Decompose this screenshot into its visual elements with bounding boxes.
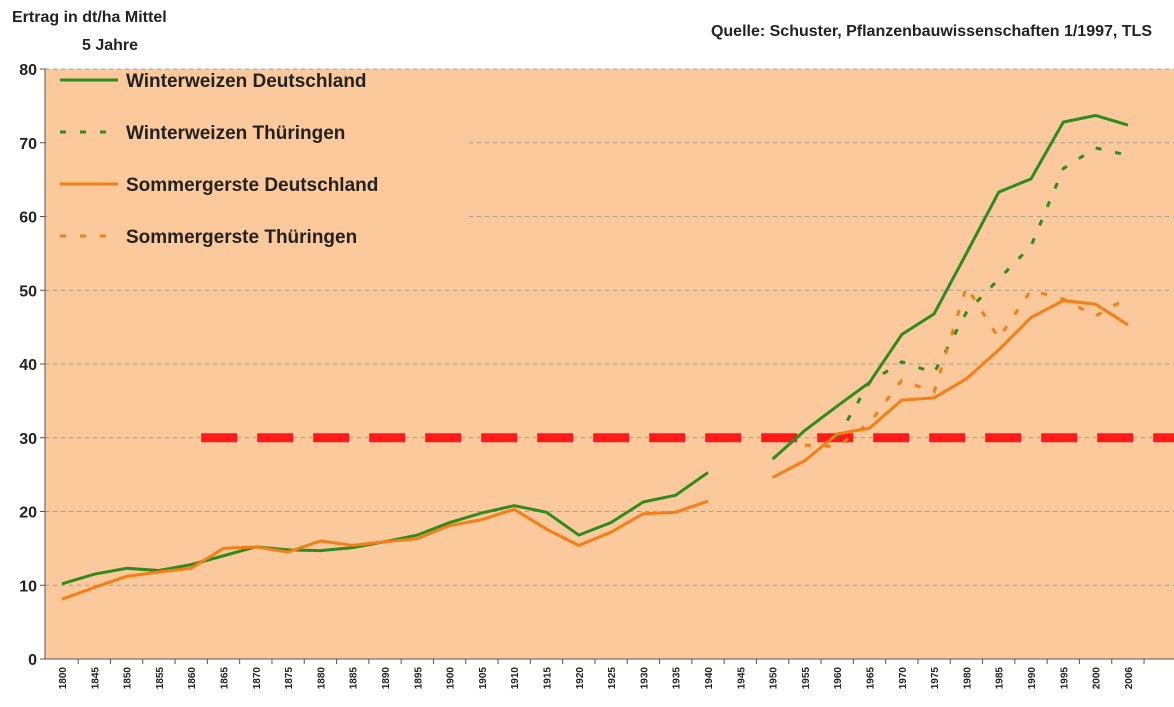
x-tick-label: 1960 <box>833 667 844 690</box>
x-tick-label: 1975 <box>930 667 941 690</box>
x-tick-label: 1880 <box>316 667 327 690</box>
x-tick-label: 1855 <box>155 667 166 690</box>
y-axis-label: Ertrag in dt/ha Mittel <box>12 9 167 26</box>
x-tick-label: 1915 <box>543 667 554 690</box>
y-tick-label: 70 <box>19 136 37 153</box>
y-tick-label: 50 <box>19 283 37 300</box>
x-tick-label: 1980 <box>962 667 973 690</box>
x-tick-label: 1890 <box>381 667 392 690</box>
series-line <box>61 299 1129 601</box>
x-tick-label: 1965 <box>866 667 877 690</box>
y-tick-label: 80 <box>19 62 37 79</box>
x-tick-label: 1900 <box>446 667 457 690</box>
x-tick-label: 1850 <box>123 667 134 690</box>
x-tick-label: 1950 <box>769 667 780 690</box>
y-tick-label: 10 <box>19 578 37 595</box>
legend-label: Sommergerste Deutschland <box>126 175 378 196</box>
x-tick-label: 1955 <box>801 667 812 690</box>
x-tick-label: 1845 <box>90 667 101 690</box>
legend-background <box>47 70 467 258</box>
x-tick-label: 1865 <box>220 667 231 690</box>
x-tick-label: 1995 <box>1059 667 1070 690</box>
x-tick-label: 1875 <box>284 667 295 690</box>
x-tick-label: 1895 <box>413 667 424 690</box>
x-tick-label: 1920 <box>575 667 586 690</box>
x-tick-label: 2000 <box>1092 667 1103 690</box>
x-tick-label: 1800 <box>58 667 69 690</box>
x-tick-label: 1925 <box>607 667 618 690</box>
legend-label: Sommergerste Thüringen <box>126 227 357 248</box>
x-tick-label: 1930 <box>639 667 650 690</box>
x-tick-label: 2006 <box>1124 667 1135 690</box>
y-tick-label: 20 <box>19 505 37 522</box>
x-tick-label: 1870 <box>252 667 263 690</box>
series-line <box>835 146 1129 439</box>
x-tick-label: 1905 <box>478 667 489 690</box>
x-tick-label: 1910 <box>510 667 521 690</box>
y-axis-label: 5 Jahre <box>82 37 138 54</box>
y-tick-label: 40 <box>19 357 37 374</box>
y-tick-label: 0 <box>28 652 37 669</box>
x-tick-label: 1970 <box>898 667 909 690</box>
x-tick-label: 1945 <box>736 667 747 690</box>
legend-label: Winterweizen Thüringen <box>126 123 345 144</box>
x-tick-label: 1985 <box>995 667 1006 690</box>
x-tick-label: 1935 <box>672 667 683 690</box>
legend-label: Winterweizen Deutschland <box>126 71 367 92</box>
x-tick-label: 1885 <box>349 667 360 690</box>
x-tick-label: 1940 <box>704 667 715 690</box>
y-tick-label: 60 <box>19 210 37 227</box>
x-tick-label: 1860 <box>187 667 198 690</box>
x-tick-label: 1990 <box>1027 667 1038 690</box>
source-note: Quelle: Schuster, Pflanzenbauwissenschaf… <box>711 23 1152 40</box>
y-tick-label: 30 <box>19 431 37 448</box>
